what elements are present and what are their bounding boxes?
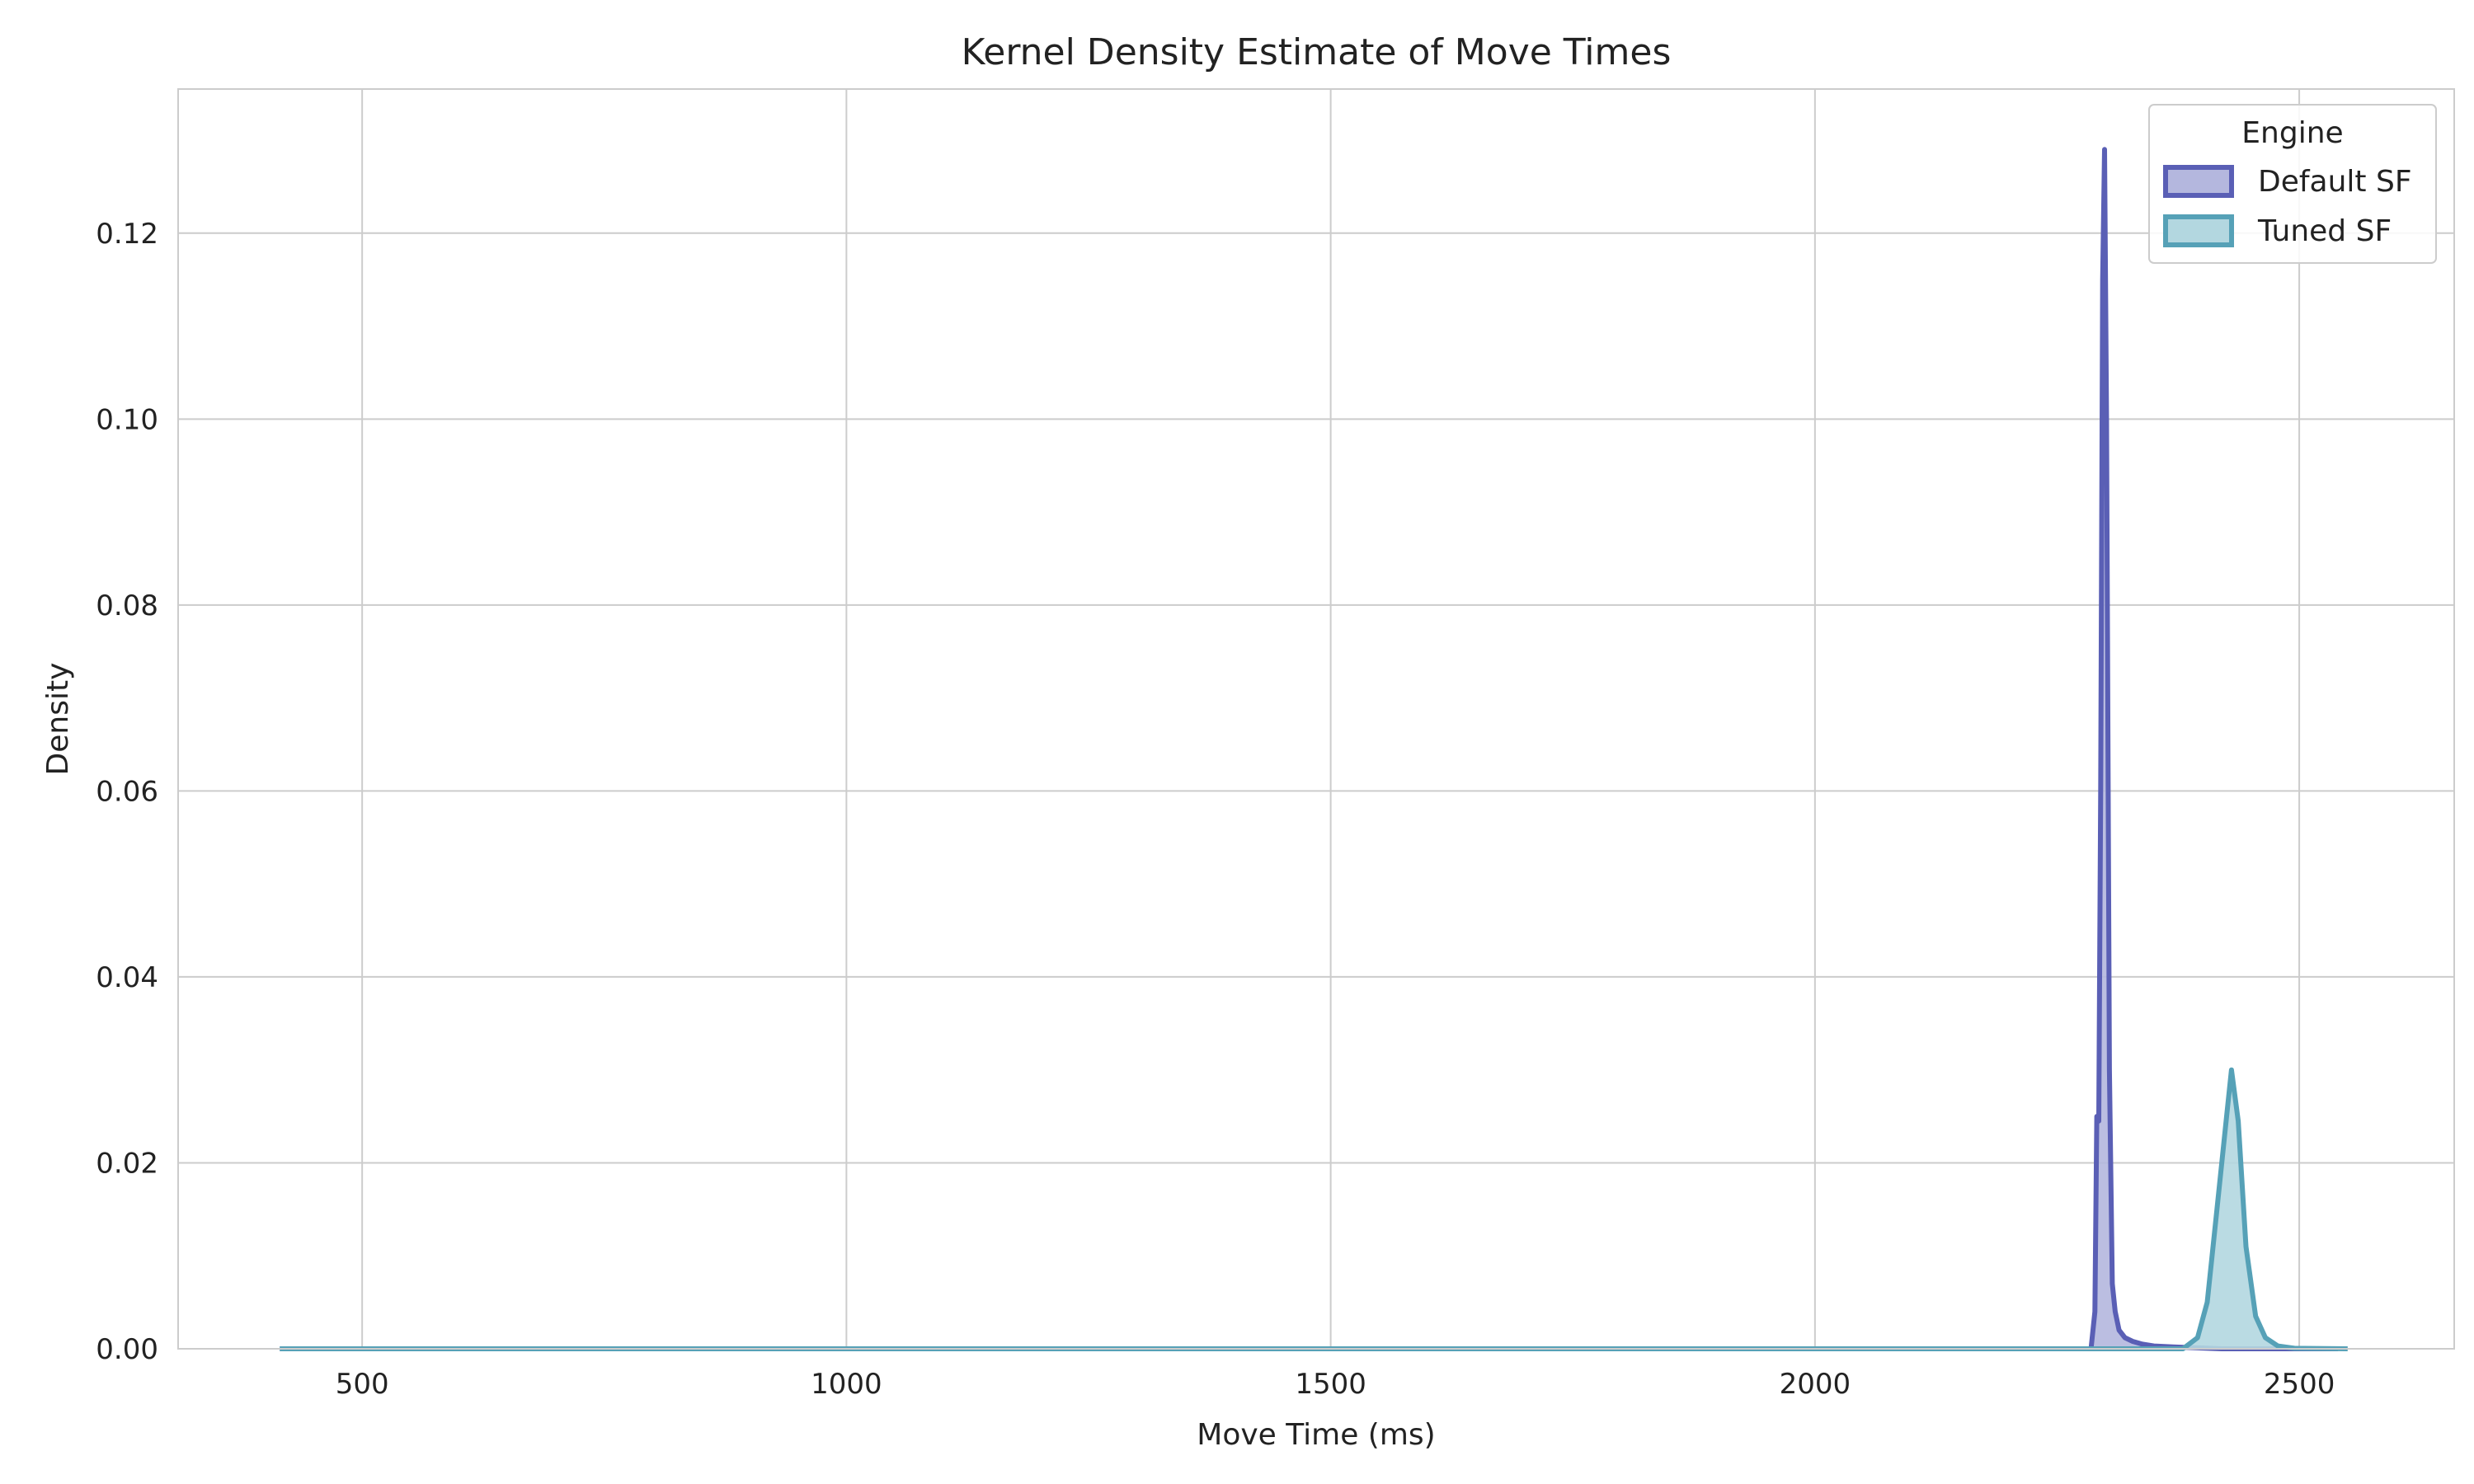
x-axis-label: Move Time (ms) <box>1197 1418 1435 1452</box>
grid-lines <box>178 89 2454 1350</box>
legend-entry-label: Default SF <box>2258 165 2412 199</box>
y-tick-label: 0.12 <box>96 218 158 251</box>
density-line-0 <box>280 147 2339 1351</box>
x-tick-label: 1000 <box>811 1368 882 1401</box>
legend-swatch <box>2163 214 2234 247</box>
y-tick-label: 0.10 <box>96 403 158 436</box>
legend-title: Engine <box>2241 116 2343 150</box>
legend-entry-label: Tuned SF <box>2257 214 2392 248</box>
y-tick-label: 0.04 <box>96 961 158 994</box>
x-tick-label: 1500 <box>1295 1368 1366 1401</box>
y-axis-label: Density <box>41 663 75 776</box>
density-line-1 <box>280 1067 2348 1351</box>
x-tick-label: 2000 <box>1780 1368 1851 1401</box>
legend-items: Default SF Tuned SF <box>2163 165 2412 248</box>
x-tick-label: 500 <box>336 1368 389 1401</box>
plot-frame <box>177 88 2455 1350</box>
y-tick-labels: 0.00 0.02 0.04 0.06 0.08 0.10 0.12 <box>96 218 158 1366</box>
y-tick-label: 0.08 <box>96 589 158 622</box>
density-series <box>280 147 2348 1351</box>
legend-swatch <box>2163 165 2234 198</box>
x-tick-label: 2500 <box>2264 1368 2335 1401</box>
legend: Engine Default SF Tuned SF <box>2148 104 2437 264</box>
chart-title: Kernel Density Estimate of Move Times <box>962 31 1672 73</box>
y-tick-label: 0.02 <box>96 1147 158 1180</box>
y-tick-label: 0.00 <box>96 1333 158 1366</box>
x-tick-labels: 500 1000 1500 2000 2500 <box>336 1368 2335 1401</box>
y-tick-label: 0.06 <box>96 775 158 808</box>
